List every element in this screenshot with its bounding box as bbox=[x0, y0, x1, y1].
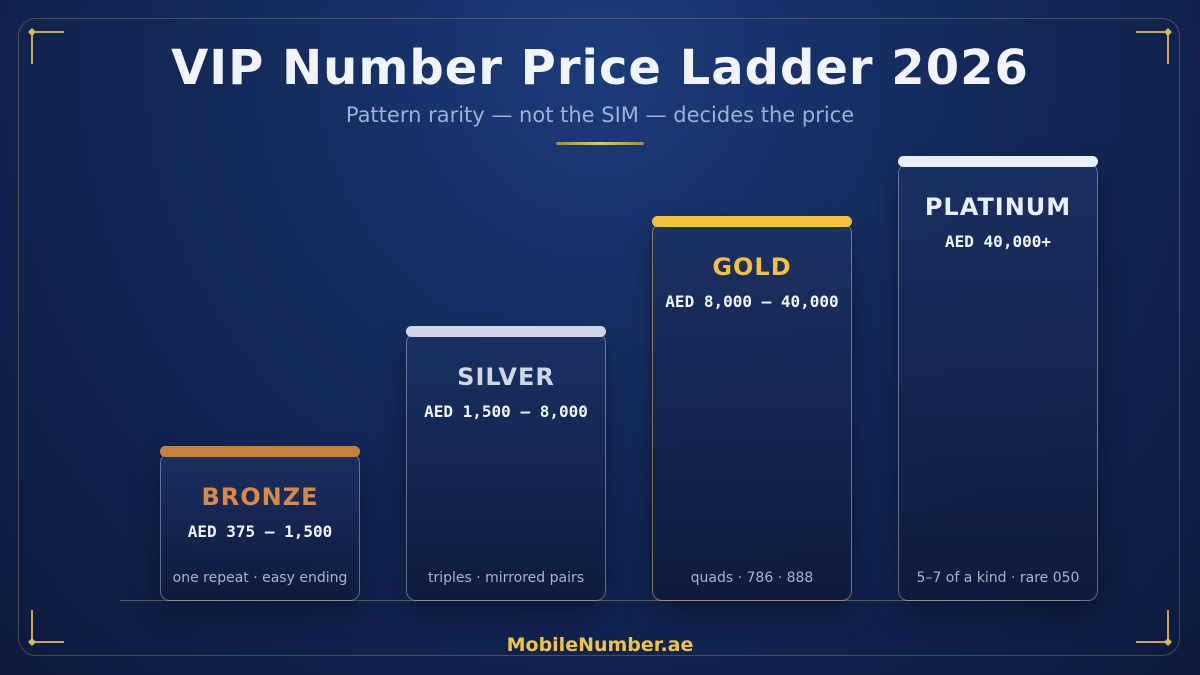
tier-accent-bar bbox=[406, 326, 606, 337]
tier-note: triples · mirrored pairs bbox=[427, 570, 585, 586]
tier-accent-bar bbox=[652, 216, 852, 227]
corner-ornament-top-left bbox=[28, 28, 64, 64]
tier-accent-bar bbox=[898, 156, 1098, 167]
corner-ornament-bottom-left bbox=[28, 610, 64, 646]
tier-note: one repeat · easy ending bbox=[172, 570, 348, 586]
tier-card-silver: SILVER AED 1,500 – 8,000 triples · mirro… bbox=[406, 326, 606, 601]
tier-name: BRONZE bbox=[201, 483, 319, 511]
ladder-baseline bbox=[120, 600, 1080, 601]
corner-ornament-bottom-right bbox=[1136, 610, 1172, 646]
page-subtitle: Pattern rarity — not the SIM — decides t… bbox=[345, 103, 855, 127]
tier-price: AED 8,000 – 40,000 bbox=[665, 292, 839, 311]
tier-card-gold: GOLD AED 8,000 – 40,000 quads · 786 · 88… bbox=[652, 216, 852, 601]
tier-card-bronze: BRONZE AED 375 – 1,500 one repeat · easy… bbox=[160, 446, 360, 601]
card-frame bbox=[18, 18, 1180, 656]
tier-note: 5–7 of a kind · rare 050 bbox=[916, 570, 1080, 586]
tier-accent-bar bbox=[160, 446, 360, 457]
tier-card-platinum: PLATINUM AED 40,000+ 5–7 of a kind · rar… bbox=[898, 156, 1098, 601]
tier-price: AED 1,500 – 8,000 bbox=[424, 402, 588, 421]
page-title: VIP Number Price Ladder 2026 bbox=[171, 40, 1029, 96]
tier-note: quads · 786 · 888 bbox=[690, 570, 814, 586]
tier-name: GOLD bbox=[712, 253, 792, 281]
tier-name: PLATINUM bbox=[924, 193, 1072, 221]
tier-price: AED 40,000+ bbox=[945, 232, 1051, 251]
tier-price: AED 375 – 1,500 bbox=[187, 522, 333, 541]
tier-name: SILVER bbox=[457, 363, 555, 391]
corner-ornament-top-right bbox=[1136, 28, 1172, 64]
title-divider bbox=[556, 142, 644, 145]
brand-link[interactable]: MobileNumber.ae bbox=[506, 634, 694, 656]
